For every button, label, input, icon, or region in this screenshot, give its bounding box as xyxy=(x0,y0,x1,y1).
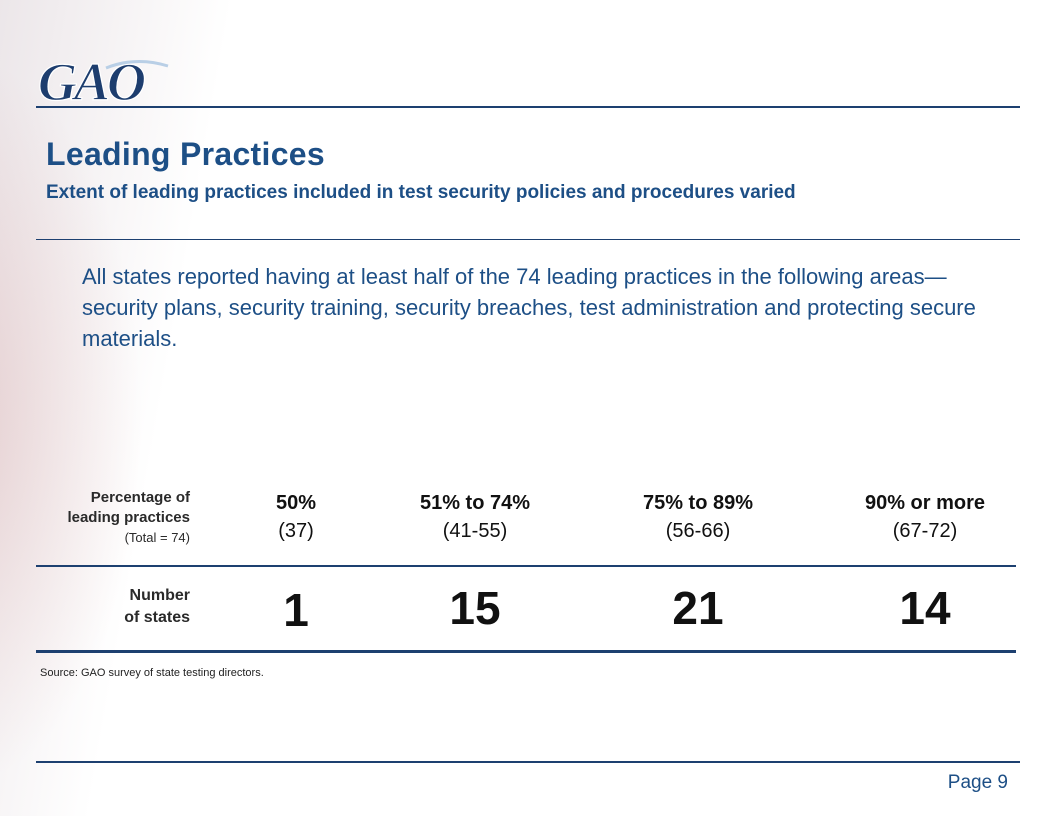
state-count: 15 xyxy=(449,582,501,634)
column-percentage: 51% to 74% xyxy=(419,492,531,514)
column-range: (56-66) xyxy=(665,520,731,542)
row-label-states: Number of states xyxy=(20,585,190,629)
row-label-line: of states xyxy=(124,609,190,626)
page-title: Leading Practices xyxy=(46,136,325,172)
column-header: 90% or more (67-72) xyxy=(835,489,1015,545)
source-note: Source: GAO survey of state testing dire… xyxy=(40,667,264,679)
column-header: 51% to 74% (41-55) xyxy=(395,489,555,545)
state-count: 21 xyxy=(672,582,724,634)
state-count: 14 xyxy=(899,582,951,634)
state-count: 1 xyxy=(283,584,309,636)
page-number: Page 9 xyxy=(947,772,1008,793)
gao-logo: GAO xyxy=(37,52,169,108)
column-range: (67-72) xyxy=(892,520,958,542)
column-range: (41-55) xyxy=(442,520,508,542)
row-label-percentage: Percentage of leading practices (Total =… xyxy=(20,488,190,548)
row-label-note: (Total = 74) xyxy=(124,530,190,545)
footer-rule xyxy=(36,761,1020,763)
row-label-line: Number xyxy=(129,587,190,604)
table-divider xyxy=(36,565,1016,567)
row-label-line: leading practices xyxy=(67,509,190,526)
table-bottom-rule xyxy=(36,650,1016,653)
column-percentage: 75% to 89% xyxy=(642,492,754,514)
column-percentage: 90% or more xyxy=(864,492,986,514)
column-percentage: 50% xyxy=(275,492,317,514)
header-rule xyxy=(36,106,1020,108)
column-header: 50% (37) xyxy=(236,489,356,545)
column-range: (37) xyxy=(278,520,314,542)
title-rule xyxy=(36,239,1020,240)
row-label-line: Percentage of xyxy=(90,489,190,506)
column-header: 75% to 89% (56-66) xyxy=(618,489,778,545)
page-subtitle: Extent of leading practices included in … xyxy=(46,182,796,203)
intro-paragraph: All states reported having at least half… xyxy=(82,264,976,351)
svg-text:GAO: GAO xyxy=(38,52,145,108)
